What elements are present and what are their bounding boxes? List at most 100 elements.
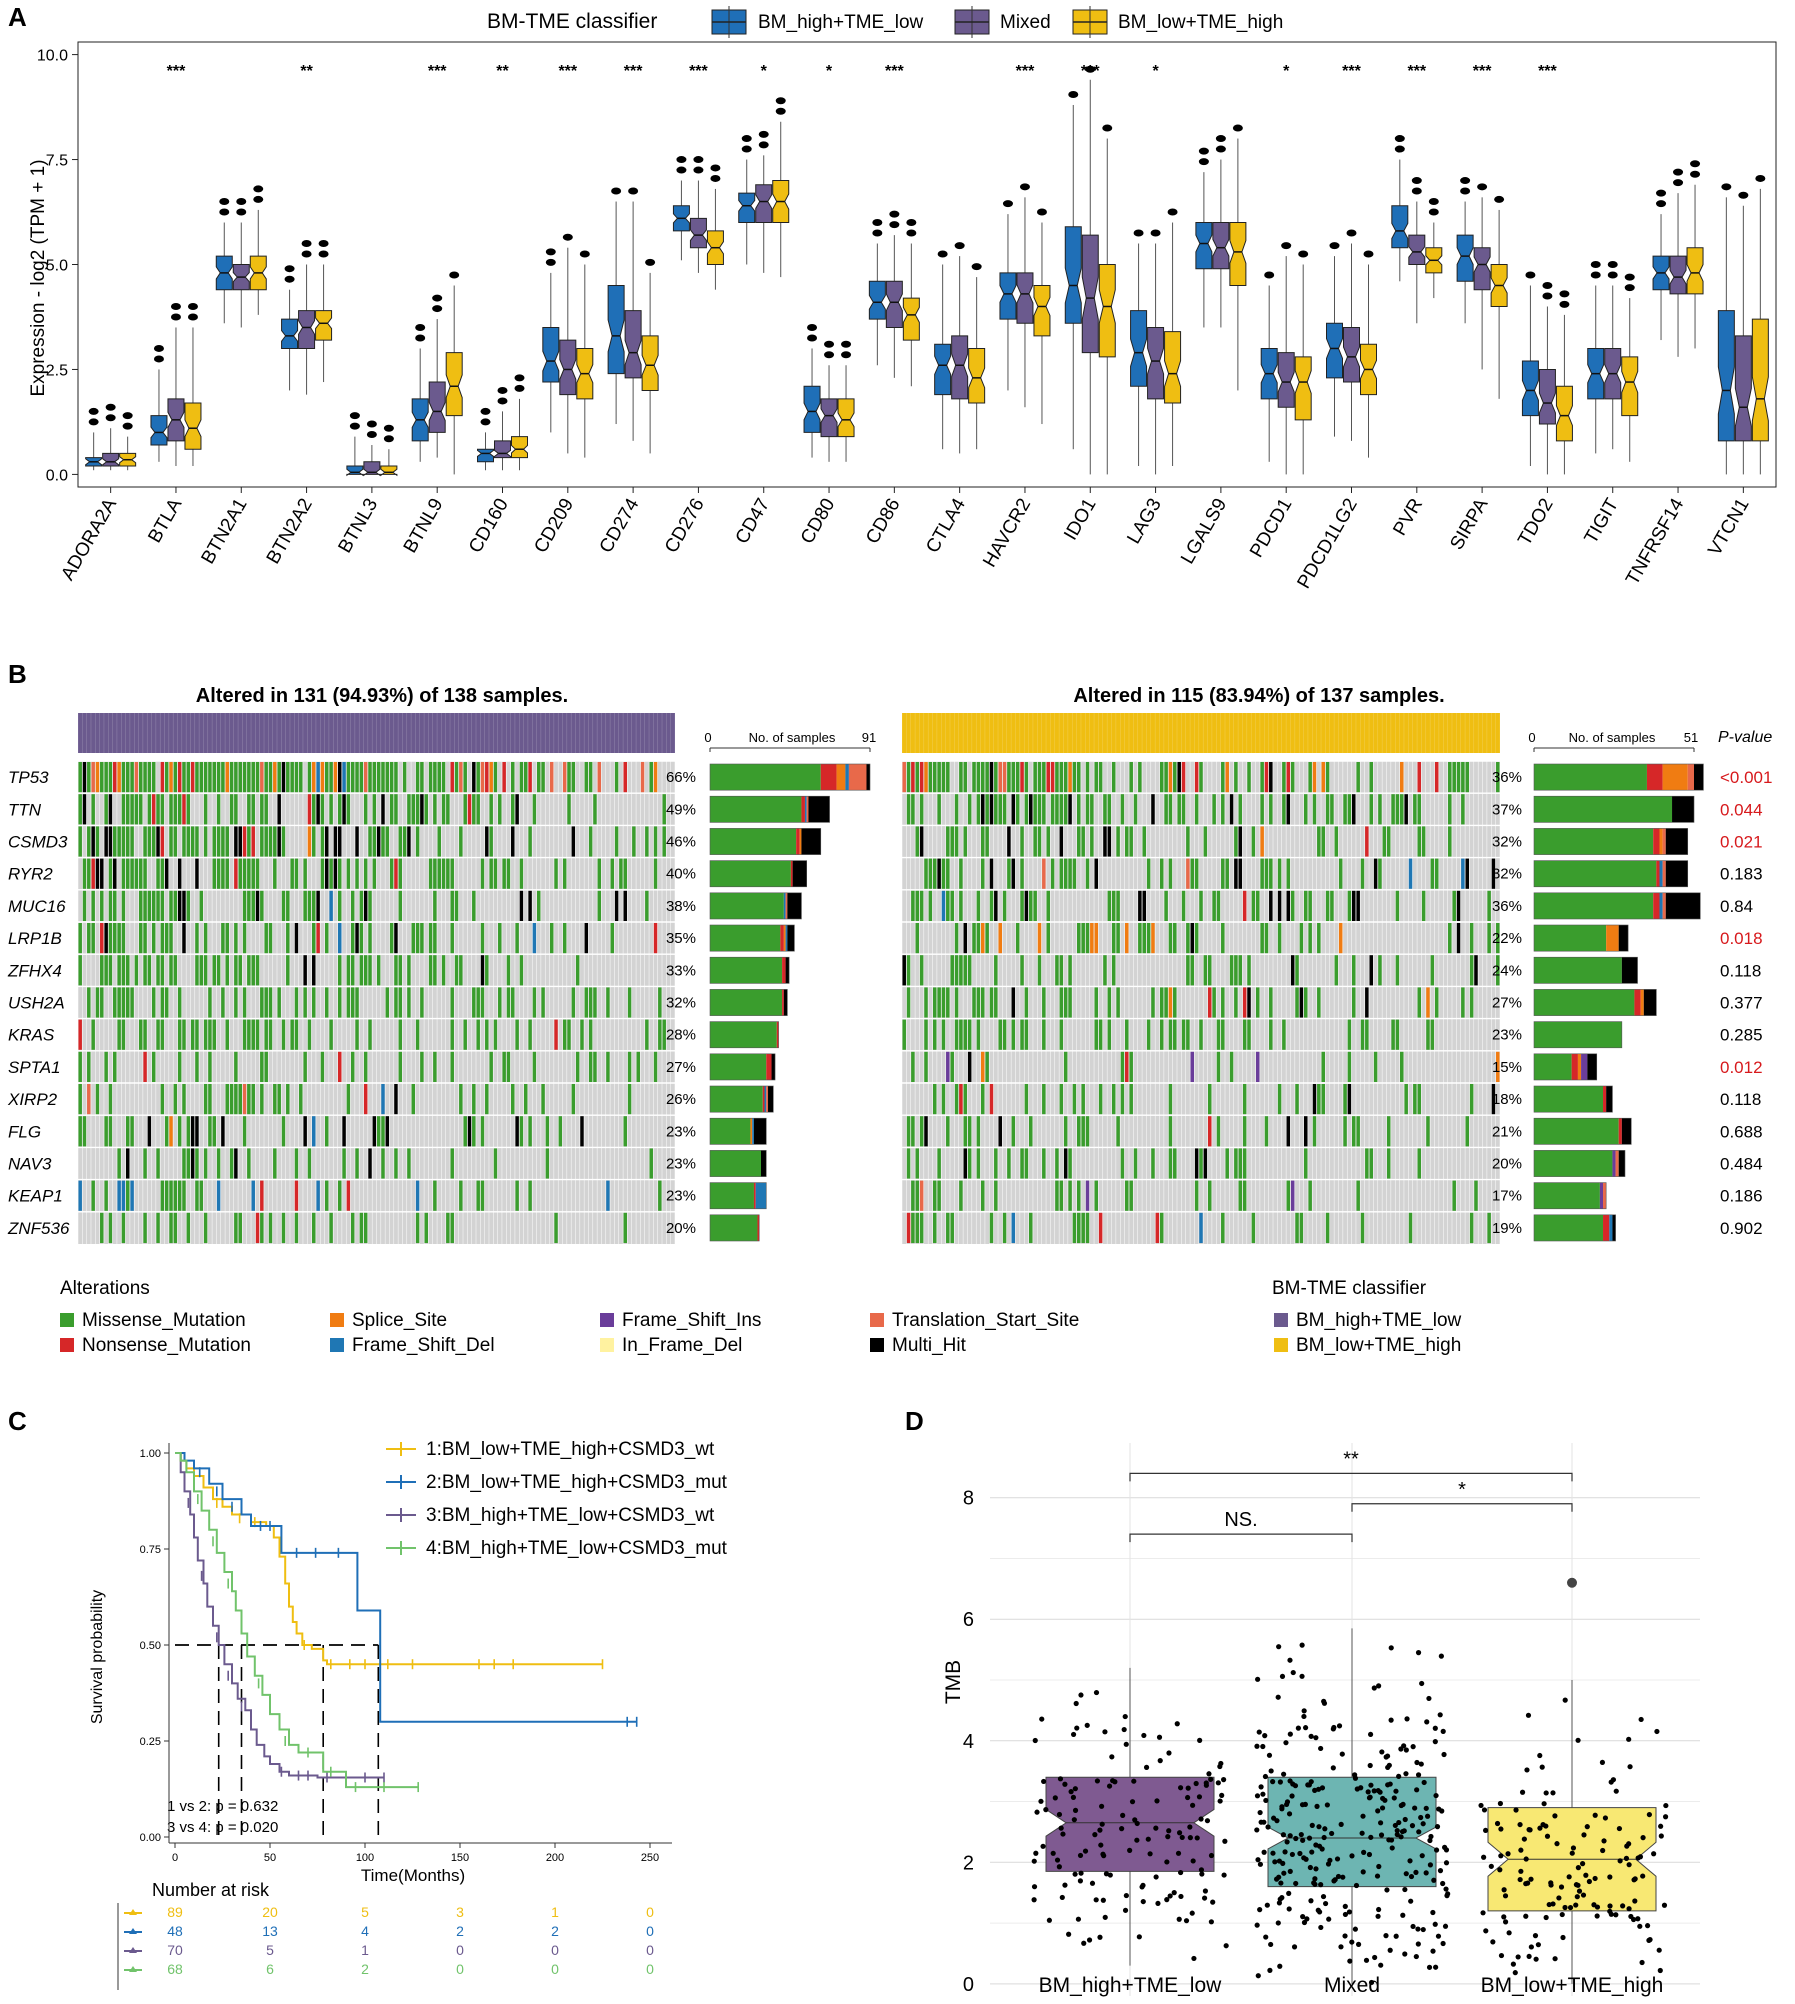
panel-b-cell-TTN xyxy=(138,794,143,825)
panel-b-cell-RYR2 xyxy=(251,858,255,889)
panel-b-cell-CSMD3 xyxy=(147,826,152,857)
panel-b-cell-RYR2 xyxy=(1059,858,1064,889)
panel-a-outlier xyxy=(1150,229,1161,237)
panel-b-bar-NAV3-seg xyxy=(760,1150,767,1177)
panel-a-legend-label-3: BM_low+TME_high xyxy=(1118,12,1283,33)
panel-b-cell-TP53 xyxy=(1225,762,1229,793)
panel-b-bar-outline xyxy=(1533,892,1701,920)
panel-b-cell-TP53 xyxy=(994,762,998,793)
panel-b-cell-TP53 xyxy=(1168,762,1173,793)
panel-b-cell-MUC16 xyxy=(1111,890,1116,921)
panel-a-outlier xyxy=(1198,158,1209,166)
panel-b-cell-TP53 xyxy=(1234,762,1238,793)
panel-b-cell-TP53 xyxy=(1159,762,1164,793)
panel-b-cell-USH2A xyxy=(117,987,121,1018)
panel-b-bar-LRP1B-seg xyxy=(710,925,781,952)
panel-b-cell-XIRP2 xyxy=(173,1084,178,1115)
panel-b-cell-LRP1B xyxy=(312,923,316,954)
panel-b-cell-TP53 xyxy=(1007,762,1011,793)
panel-b-pct-NAV3-1: 23% xyxy=(666,1156,696,1173)
panel-b-cell-TP53 xyxy=(1002,762,1007,793)
panel-b-cell-CSMD3 xyxy=(588,826,593,857)
panel-b-cell-SPTA1 xyxy=(450,1051,454,1082)
panel-a-outlier xyxy=(1215,135,1226,143)
panel-b-cell-TTN xyxy=(173,794,178,825)
panel-b-cell-TTN xyxy=(511,794,515,825)
panel-b-cell-MUC16 xyxy=(1421,890,1426,921)
panel-b-cell-TP53 xyxy=(511,762,515,793)
panel-b-cell-MUC16 xyxy=(1347,890,1352,921)
panel-b-cell-TP53 xyxy=(571,762,576,793)
panel-b-cell-TP53 xyxy=(1072,762,1077,793)
panel-b-cell-SPTA1 xyxy=(208,1051,212,1082)
panel-b-cell-TTN xyxy=(203,794,208,825)
panel-b-cell-USH2A xyxy=(541,987,545,1018)
panel-b-cell-LRP1B xyxy=(160,923,165,954)
panel-a-box-CTLA4-1 xyxy=(934,343,952,396)
panel-b-cell-TP53 xyxy=(1138,762,1142,793)
panel-b-cell-LRP1B xyxy=(1308,923,1312,954)
panel-b-cell-SPTA1 xyxy=(398,1051,403,1082)
panel-b-cell-RYR2 xyxy=(937,858,941,889)
panel-b-cell-TP53 xyxy=(372,762,377,793)
panel-b-cell-KRAS xyxy=(264,1019,268,1050)
panel-b-cell-MUC16 xyxy=(1199,890,1203,921)
panel-b-cell-CSMD3 xyxy=(1033,826,1037,857)
panel-b-cell-RYR2 xyxy=(195,858,199,889)
panel-b-cell-CSMD3 xyxy=(511,826,515,857)
panel-b-cell-KEAP1 xyxy=(177,1180,182,1211)
panel-b-cell-ZFHX4 xyxy=(1055,955,1059,986)
panel-b-cell-MUC16 xyxy=(1142,890,1147,921)
panel-b-cell-TP53 xyxy=(588,762,593,793)
panel-b-cell-TTN xyxy=(1330,794,1334,825)
panel-b-cell-CSMD3 xyxy=(1321,826,1326,857)
panel-b-cell-TTN xyxy=(147,794,152,825)
panel-b-bar-TP53-seg xyxy=(1646,764,1663,791)
panel-b-cell-LRP1B xyxy=(1037,923,1042,954)
legend-inframe-del-label: In_Frame_Del xyxy=(622,1335,742,1356)
panel-b-bar-RYR2-seg xyxy=(1534,860,1657,887)
panel-b-cell-KRAS xyxy=(662,1019,666,1050)
panel-a-outlier xyxy=(1102,124,1113,132)
panel-b-cell-TP53 xyxy=(1011,762,1016,793)
panel-b-cell-LRP1B xyxy=(1090,923,1094,954)
panel-b-cell-KRAS xyxy=(160,1019,165,1050)
panel-b-cell-MUC16 xyxy=(316,890,320,921)
panel-b-cell-KRAS xyxy=(554,1019,558,1050)
panel-a-outlier xyxy=(480,407,491,415)
panel-b-cell-RYR2 xyxy=(290,858,294,889)
panel-a-outlier xyxy=(253,185,264,193)
panel-b-bar-outline xyxy=(1533,795,1695,823)
panel-b-cell-RYR2 xyxy=(941,858,946,889)
panel-b-cell-RYR2 xyxy=(143,858,147,889)
panel-a-significance-PDCD1: * xyxy=(1283,63,1290,80)
panel-b-cell-RYR2 xyxy=(138,858,143,889)
panel-b-cell-MUC16 xyxy=(363,890,368,921)
panel-b-cell-USH2A xyxy=(164,987,169,1018)
panel-a-box-TDO2-3 xyxy=(1555,385,1573,442)
panel-b-cell-XIRP2 xyxy=(225,1084,230,1115)
panel-b-cell-CSMD3 xyxy=(221,826,225,857)
panel-b-bar-ZFHX4-seg xyxy=(785,957,790,984)
panel-b-cell-MUC16 xyxy=(1116,890,1120,921)
panel-a-outlier xyxy=(1346,229,1357,237)
panel-b-cell-KEAP1 xyxy=(658,1180,662,1211)
panel-b-cell-LRP1B xyxy=(1173,923,1177,954)
panel-b-cell-TP53 xyxy=(1461,762,1465,793)
panel-b-cell-LRP1B xyxy=(195,923,199,954)
panel-b-cell-MUC16 xyxy=(169,890,173,921)
panel-b-cell-TP53 xyxy=(355,762,359,793)
panel-b-cell-ZFHX4 xyxy=(350,955,355,986)
panel-a-outlier xyxy=(758,141,769,149)
panel-b-cell-LRP1B xyxy=(104,923,108,954)
panel-b-cell-TTN xyxy=(498,794,502,825)
legend-frameshift-ins-label: Frame_Shift_Ins xyxy=(622,1310,761,1331)
panel-b-cell-ZFHX4 xyxy=(1295,955,1299,986)
panel-b-cell-XIRP2 xyxy=(242,1084,247,1115)
panel-a-box-TNFRSF14-3 xyxy=(1686,247,1704,295)
panel-b-cell-LRP1B xyxy=(428,923,433,954)
panel-b-right-bar-axis-min: 0 xyxy=(1528,730,1535,745)
panel-b-cell-ZNF536 xyxy=(238,1212,242,1243)
panel-b-cell-TP53 xyxy=(182,762,186,793)
panel-b-cell-XIRP2 xyxy=(381,1084,385,1115)
